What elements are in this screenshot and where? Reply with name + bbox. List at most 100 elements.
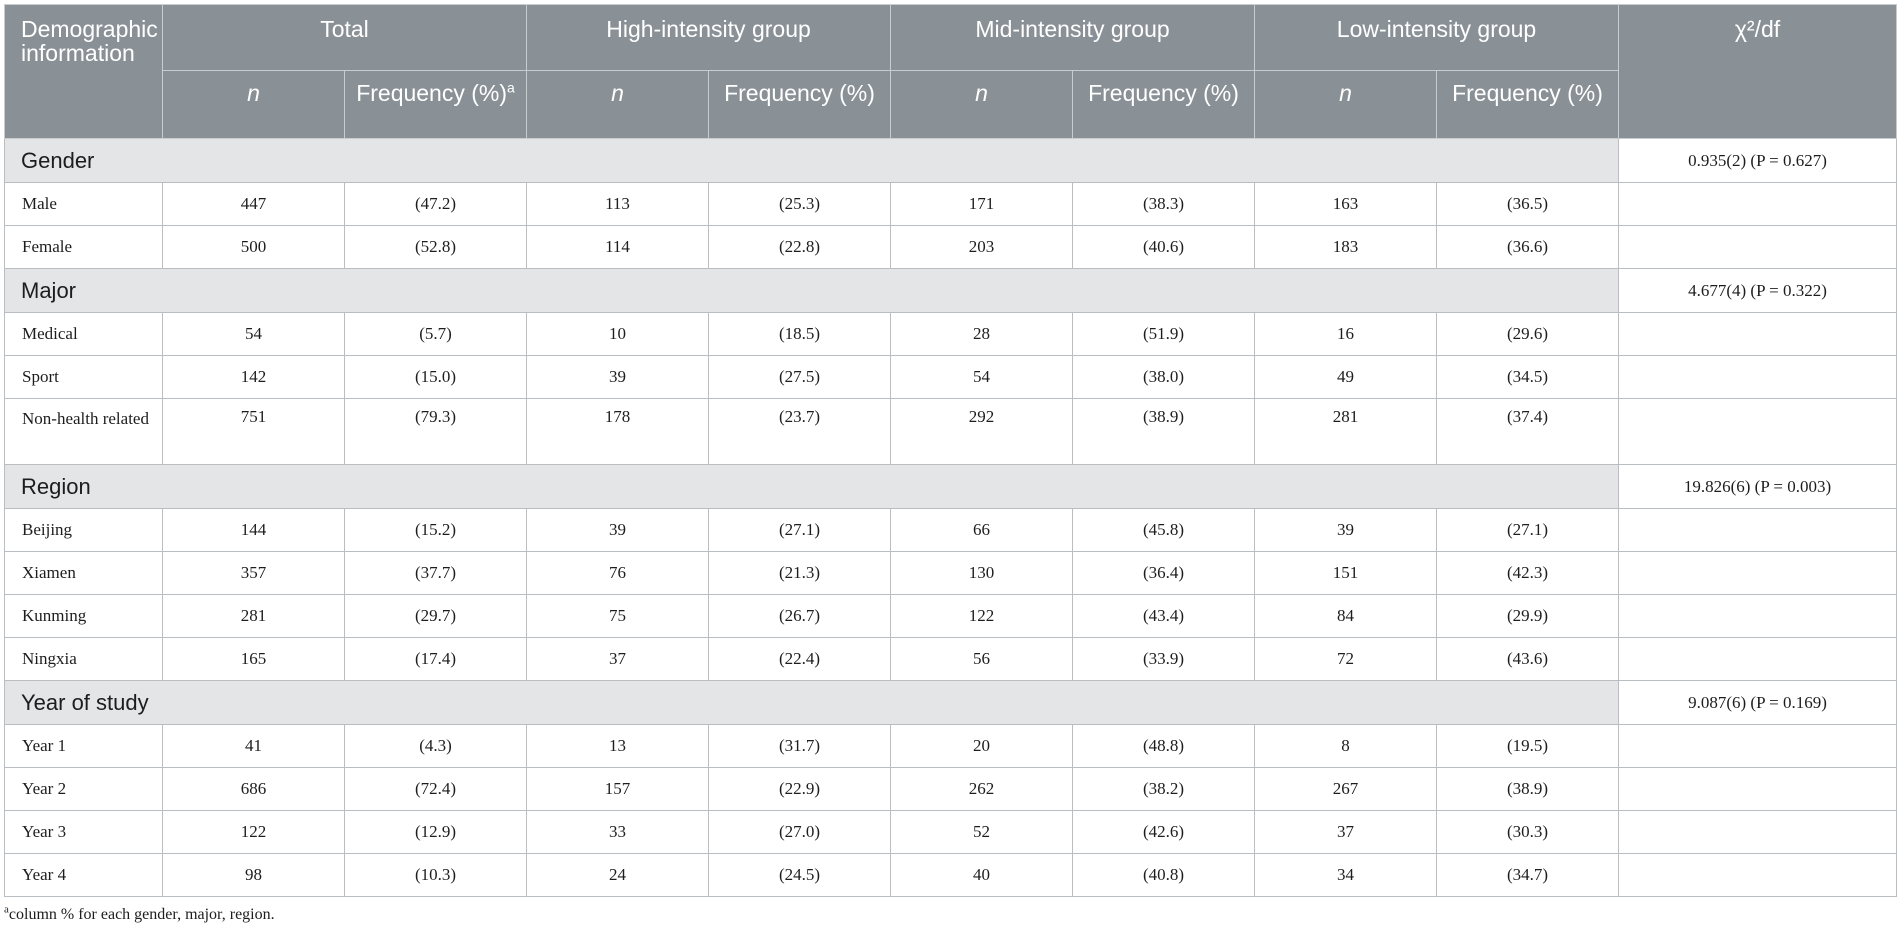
chi-square-empty-cell	[1618, 355, 1898, 399]
count-cell: 122	[162, 810, 345, 854]
count-cell: 281	[1254, 398, 1437, 465]
chi-square-value: 19.826(6) (P = 0.003)	[1618, 464, 1898, 509]
chi-square-empty-cell	[1618, 551, 1898, 595]
table-row: Male 447 (47.2) 113 (25.3) 171 (38.3) 163 (36.5)	[4, 182, 1898, 226]
header-total-frequency: Frequency (%)a	[344, 70, 527, 139]
chi-square-empty-cell	[1618, 637, 1898, 681]
count-cell: 171	[890, 182, 1073, 226]
count-cell: 40	[890, 853, 1073, 897]
table-footnote: acolumn % for each gender, major, region…	[4, 904, 275, 924]
frequency-cell: (79.3)	[344, 398, 527, 465]
frequency-cell: (43.4)	[1072, 594, 1255, 638]
table-row: Year 3 122 (12.9) 33 (27.0) 52 (42.6) 37 (30.3)	[4, 810, 1898, 854]
category-row: Major 4.677(4) (P = 0.322)	[3, 268, 1898, 313]
count-cell: 66	[890, 508, 1073, 552]
count-cell: 72	[1254, 637, 1437, 681]
count-cell: 84	[1254, 594, 1437, 638]
row-label: Male	[4, 182, 163, 226]
count-cell: 24	[526, 853, 709, 897]
frequency-cell: (47.2)	[344, 182, 527, 226]
header-low-intensity: Low-intensity group	[1253, 4, 1620, 71]
frequency-cell: (27.1)	[708, 508, 891, 552]
row-label: Year 1	[4, 724, 163, 768]
table-row: Non-health related 751 (79.3) 178 (23.7) 292(…	[4, 398, 1898, 465]
count-cell: 39	[526, 355, 709, 399]
chi-square-empty-cell	[1618, 810, 1898, 854]
frequency-cell: (38.2)	[1072, 767, 1255, 811]
header-total-n: n	[162, 70, 345, 139]
table-body: Gender 0.935(2) (P = 0.627) Male 447 (47.2) 1…	[3, 138, 1898, 897]
header-mid-n: n	[890, 70, 1073, 139]
count-cell: 357	[162, 551, 345, 595]
count-cell: 500	[162, 225, 345, 269]
frequency-cell: (36.6)	[1435, 225, 1620, 269]
count-cell: 13	[526, 724, 709, 768]
count-cell: 447	[162, 182, 345, 226]
count-cell: 56	[890, 637, 1073, 681]
count-cell: 49	[1254, 355, 1437, 399]
frequency-cell: (36.4)	[1072, 551, 1255, 595]
frequency-cell: (27.1)	[1435, 508, 1620, 552]
count-cell: 203	[890, 225, 1073, 269]
count-cell: 113	[526, 182, 709, 226]
count-cell: 183	[1254, 225, 1437, 269]
frequency-cell: (42.3)	[1435, 551, 1620, 595]
count-cell: 52	[890, 810, 1073, 854]
table-row: Medical 54 (5.7) 10 (18.5) 28 (51.9) 16 (29.6)	[4, 312, 1898, 356]
row-label: Year 4	[4, 853, 163, 897]
frequency-cell: (19.5)	[1435, 724, 1620, 768]
table-row: Female 500 (52.8) 114 (22.8) 203 (40.6) 183 (36.…	[4, 225, 1898, 269]
chi-square-empty-cell	[1618, 767, 1898, 811]
header-low-frequency: Frequency (%)	[1435, 70, 1620, 139]
count-cell: 751	[162, 398, 345, 465]
table-row: Year 4 98 (10.3) 24 (24.5) 40 (40.8) 34 (34.7)	[4, 853, 1898, 897]
header-mid-intensity: Mid-intensity group	[890, 4, 1255, 71]
count-cell: 54	[890, 355, 1073, 399]
category-label: Major	[3, 268, 1620, 313]
demographics-table-container: Demographic information Total High-inten…	[3, 4, 1898, 897]
count-cell: 37	[526, 637, 709, 681]
frequency-cell: (22.9)	[708, 767, 891, 811]
count-cell: 10	[526, 312, 709, 356]
chi-square-empty-cell	[1618, 508, 1898, 552]
count-cell: 28	[890, 312, 1073, 356]
frequency-cell: (15.2)	[344, 508, 527, 552]
frequency-cell: (30.3)	[1435, 810, 1620, 854]
frequency-cell: (4.3)	[344, 724, 527, 768]
header-mid-frequency: Frequency (%)	[1072, 70, 1255, 139]
count-cell: 292	[890, 398, 1073, 465]
frequency-cell: (27.5)	[708, 355, 891, 399]
category-row: Region 19.826(6) (P = 0.003)	[3, 464, 1898, 509]
frequency-cell: (52.8)	[344, 225, 527, 269]
frequency-cell: (29.6)	[1435, 312, 1620, 356]
count-cell: 41	[162, 724, 345, 768]
count-cell: 281	[162, 594, 345, 638]
frequency-cell: (36.5)	[1435, 182, 1620, 226]
frequency-cell: (22.4)	[708, 637, 891, 681]
header-chi-square: χ²/df	[1618, 4, 1898, 139]
count-cell: 114	[526, 225, 709, 269]
count-cell: 33	[526, 810, 709, 854]
count-cell: 163	[1254, 182, 1437, 226]
table-row: Year 2 686 (72.4) 157 (22.9) 262 (38.2) 267 (38.…	[4, 767, 1898, 811]
frequency-cell: (24.5)	[708, 853, 891, 897]
frequency-cell: (43.6)	[1435, 637, 1620, 681]
count-cell: 8	[1254, 724, 1437, 768]
frequency-cell: (72.4)	[344, 767, 527, 811]
count-cell: 16	[1254, 312, 1437, 356]
count-cell: 165	[162, 637, 345, 681]
frequency-cell: (25.3)	[708, 182, 891, 226]
row-label: Year 3	[4, 810, 163, 854]
table-row: Beijing 144 (15.2) 39 (27.1) 66 (45.8) 39 (27.1)	[4, 508, 1898, 552]
count-cell: 54	[162, 312, 345, 356]
count-cell: 39	[1254, 508, 1437, 552]
frequency-cell: (34.7)	[1435, 853, 1620, 897]
frequency-cell: (33.9)	[1072, 637, 1255, 681]
frequency-cell: (45.8)	[1072, 508, 1255, 552]
frequency-cell: (21.3)	[708, 551, 891, 595]
header-high-n: n	[526, 70, 709, 139]
table-row: Kunming 281 (29.7) 75 (26.7) 122 (43.4) 84 (29.9…	[4, 594, 1898, 638]
demographics-table: Demographic information Total High-inten…	[3, 4, 1898, 897]
count-cell: 37	[1254, 810, 1437, 854]
count-cell: 34	[1254, 853, 1437, 897]
